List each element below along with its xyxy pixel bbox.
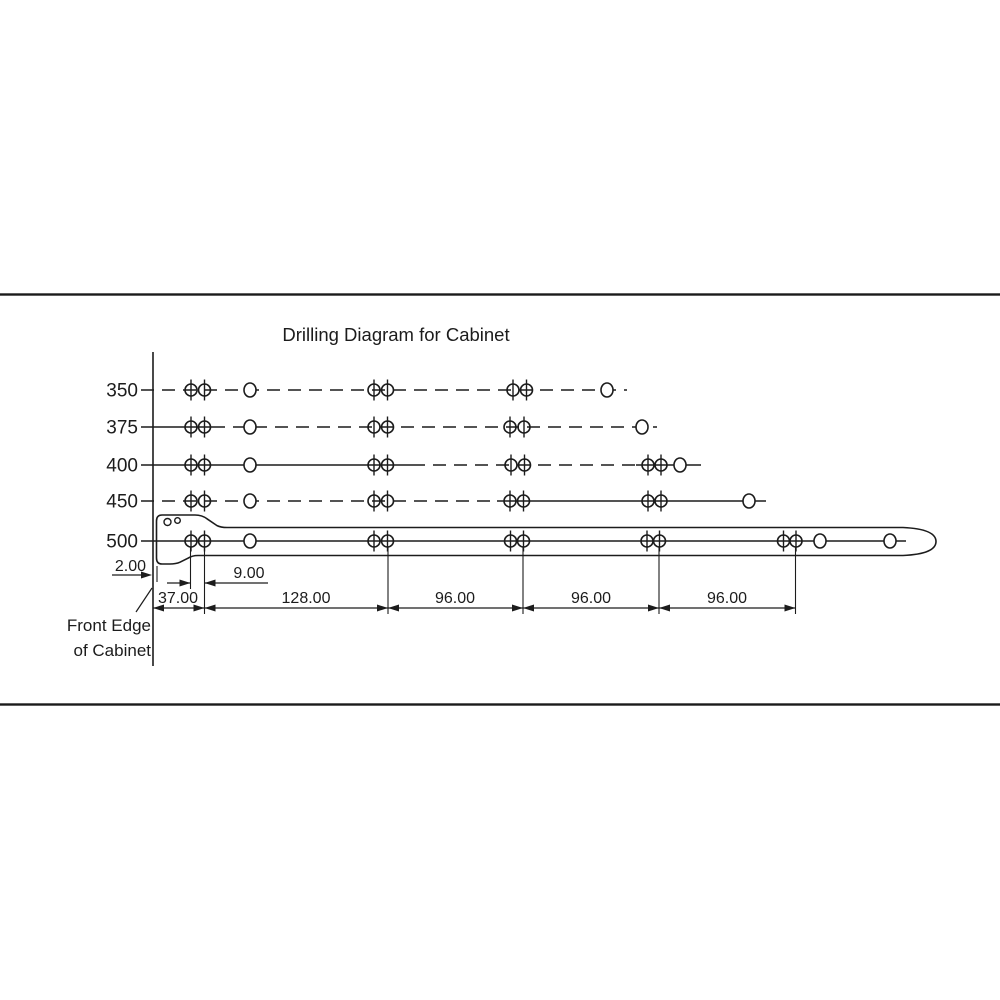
depth-row-label-450: 450 <box>106 492 138 513</box>
hole-cross-circle <box>503 420 517 434</box>
dimension-label: 96.00 <box>707 590 747 607</box>
hole-plain-circle <box>243 493 257 509</box>
hole-cross-circle <box>380 494 395 508</box>
separator-line-1 <box>0 293 1000 296</box>
hole-plain-circle <box>813 533 827 549</box>
hole-plain-circle <box>243 457 257 473</box>
dimension-chain-5: 96.00 <box>659 590 796 612</box>
hole-cross-circle <box>367 458 381 472</box>
depth-row-label-500: 500 <box>106 532 138 553</box>
dimension-label: 9.00 <box>233 565 264 582</box>
hole-cross-circle <box>380 458 395 472</box>
drawer-slide-outline-group <box>155 514 937 565</box>
dimension-front-offset: 2.00 <box>112 558 152 579</box>
hole-cross-circle <box>197 494 212 508</box>
hole-plain-circle <box>635 419 649 435</box>
hole-cross-circle <box>380 420 395 434</box>
dimension-arrow <box>193 604 205 612</box>
dimension-label: 37.00 <box>158 590 198 607</box>
dimension-arrow <box>377 604 388 612</box>
dimension-arrow <box>659 604 670 612</box>
depth-row-400: 400 <box>106 454 701 477</box>
depth-row-375: 375 <box>106 416 657 439</box>
hole-plain-circle <box>243 382 257 398</box>
dimension-arrow <box>204 604 216 612</box>
dimension-label: 96.00 <box>571 590 611 607</box>
hole-plain-circle <box>673 457 687 473</box>
hole-cross-circle <box>197 420 212 434</box>
dimension-arrow <box>512 604 523 612</box>
dimension-arrow <box>784 604 796 612</box>
dimension-label: 96.00 <box>435 590 475 607</box>
dimension-label: 128.00 <box>282 590 331 607</box>
hole-plain-circle <box>243 419 257 435</box>
slide-front-hole <box>173 517 181 525</box>
dimension-arrow <box>523 604 534 612</box>
hole-cross-circle <box>184 420 198 434</box>
dimension-chain-2: 128.00 <box>204 590 388 612</box>
dimension-arrow <box>648 604 659 612</box>
dimension-arrow <box>153 604 164 612</box>
drawer-slide-outline <box>155 514 937 565</box>
hole-cross-circle <box>367 494 381 508</box>
hole-cross-circle <box>503 534 518 548</box>
hole-cross-circle <box>380 383 395 397</box>
separator-line-2 <box>0 703 1000 706</box>
hole-cross-circle <box>654 458 668 472</box>
hole-cross-circle <box>197 383 212 397</box>
front-edge-note-line2: of Cabinet <box>74 641 152 660</box>
hole-cross-circle <box>197 458 212 472</box>
dimension-arrow <box>179 579 191 587</box>
diagram-title: Drilling Diagram for Cabinet <box>282 324 509 345</box>
dimension-arrow <box>204 579 216 587</box>
front-edge-note-line1: Front Edge <box>67 616 151 635</box>
hole-plain-circle <box>883 533 897 549</box>
hole-cross-circle <box>184 494 198 508</box>
depth-row-label-350: 350 <box>106 381 138 402</box>
depth-row-350: 350 <box>106 379 627 402</box>
dimension-hole-gap: 9.00 <box>167 565 268 587</box>
front-edge-leader-line <box>135 587 153 613</box>
hole-plain-circle <box>243 533 257 549</box>
hole-cross-circle <box>506 383 520 397</box>
dimension-chain-3: 96.00 <box>388 590 523 612</box>
hole-cross-circle <box>517 458 532 472</box>
hole-cross-circle <box>367 383 381 397</box>
hole-cross-circle <box>367 420 381 434</box>
depth-row-label-375: 375 <box>106 418 138 439</box>
hole-cross-circle <box>184 383 198 397</box>
hole-cross-circle <box>517 420 531 434</box>
hole-cross-circle <box>504 458 518 472</box>
dimension-chain-4: 96.00 <box>523 590 659 612</box>
hole-cross-circle <box>503 494 517 508</box>
hole-cross-circle <box>641 458 655 472</box>
hole-cross-circle <box>654 494 668 508</box>
depth-row-450: 450 <box>106 490 766 513</box>
dimension-arrow <box>388 604 399 612</box>
dimension-chain-1: 37.00 <box>153 590 205 612</box>
hole-cross-circle <box>516 494 531 508</box>
hole-plain-circle <box>742 493 756 509</box>
hole-cross-circle <box>367 534 381 548</box>
dimension-label: 2.00 <box>115 558 146 575</box>
dimension-arrow <box>141 571 152 579</box>
depth-row-label-400: 400 <box>106 456 138 477</box>
hole-plain-circle <box>600 382 614 398</box>
hole-cross-circle <box>641 494 655 508</box>
hole-cross-circle <box>184 458 198 472</box>
hole-cross-circle <box>519 383 534 397</box>
slide-front-hole <box>163 517 172 527</box>
